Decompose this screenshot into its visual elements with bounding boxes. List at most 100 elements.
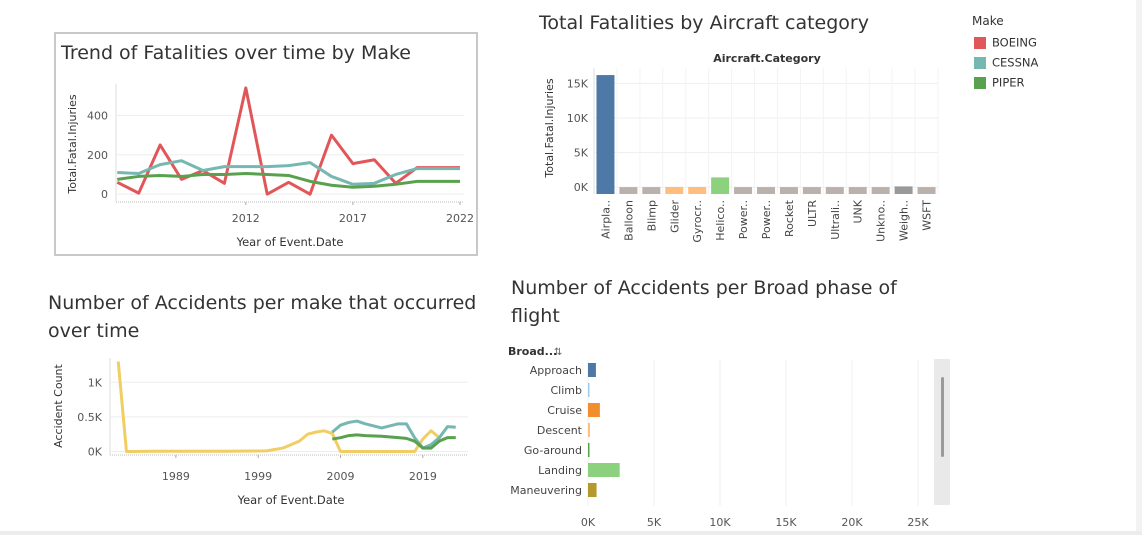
chart3-title-line1: Number of Accidents per make that occurr… bbox=[48, 292, 477, 314]
chart3-y-label: Accident Count bbox=[52, 363, 65, 447]
chart2-bar bbox=[711, 177, 730, 194]
chart4-bar bbox=[588, 443, 590, 457]
chart1-x-tick: 2017 bbox=[339, 212, 367, 225]
chart1-y-tick: 200 bbox=[87, 149, 108, 162]
chart1-x-label: Year of Event.Date bbox=[236, 235, 344, 249]
chart4-x-tick: 15K bbox=[775, 516, 797, 529]
chart2-x-tick: Helico.. bbox=[714, 200, 727, 241]
chart1-title: Trend of Fatalities over time by Make bbox=[61, 42, 411, 64]
chart3-y-tick: 0K bbox=[88, 446, 103, 459]
chart2-x-tick: Ultrali.. bbox=[829, 200, 842, 240]
chart2-x-tick: Power.. bbox=[760, 200, 773, 239]
chart3-y-tick: 0.5K bbox=[77, 411, 102, 424]
chart2-header: Aircraft.Category bbox=[713, 52, 821, 65]
accidents-by-phase-chart: Broad...⇅ 0K 5K 10K 15K 20K 25K Approach Climb Cr… bbox=[508, 345, 929, 529]
chart4-y-tick: Descent bbox=[537, 424, 583, 437]
chart3-y-tick: 1K bbox=[88, 376, 103, 389]
chart3-series-piper bbox=[332, 433, 456, 450]
chart4-bar bbox=[588, 403, 600, 417]
chart4-title-line2: flight bbox=[511, 305, 560, 327]
chart4-y-tick: Climb bbox=[551, 384, 583, 397]
chart4-y-tick: Cruise bbox=[547, 404, 582, 417]
chart1-y-tick: 400 bbox=[87, 109, 108, 122]
chart3-x-tick: 1999 bbox=[244, 470, 272, 483]
chart2-x-tick: UNK bbox=[852, 199, 865, 223]
chart4-header: Broad... bbox=[508, 345, 557, 358]
chart1-series-piper bbox=[117, 171, 460, 189]
chart4-y-tick: Landing bbox=[538, 464, 582, 477]
chart1-x-tick: 2022 bbox=[446, 212, 474, 225]
chart4-x-tick: 25K bbox=[907, 516, 929, 529]
chart4-y-tick: Go-around bbox=[524, 444, 582, 457]
fatalities-trend-panel: Trend of Fatalities over time by Make bbox=[54, 32, 478, 256]
chart2-y-tick: 15K bbox=[567, 77, 589, 90]
chart2-x-tick: Rocket bbox=[783, 199, 796, 237]
chart2-bar bbox=[848, 187, 867, 194]
chart1-y-tick: 0 bbox=[101, 188, 108, 201]
chart2-bar bbox=[894, 186, 913, 194]
chart4-sort-icon: ⇅ bbox=[554, 347, 562, 358]
chart2-bar bbox=[917, 187, 936, 194]
legend-swatch bbox=[974, 36, 986, 49]
chart4-x-tick: 20K bbox=[841, 516, 863, 529]
chart1-series-cessna bbox=[117, 159, 460, 186]
chart4-bar bbox=[588, 423, 590, 437]
chart2-x-tick: WSFT bbox=[921, 200, 934, 231]
fatalities-trend-chart: 0 200 400 2012 2017 2022 Year of Event.Date Tot… bbox=[66, 84, 474, 249]
chart2-x-tick: Weigh.. bbox=[898, 200, 911, 241]
chart2-x-tick: ULTR bbox=[806, 200, 819, 227]
legend-swatch bbox=[974, 76, 986, 89]
chart4-scrollbar[interactable] bbox=[934, 359, 950, 505]
chart2-x-tick: Airpla.. bbox=[599, 200, 612, 239]
legend-swatch bbox=[974, 56, 986, 69]
accidents-over-time-chart: 0K 0.5K 1K 1989 1999 2009 2019 Year of Event.Da… bbox=[52, 358, 468, 507]
chart4-y-tick: Maneuvering bbox=[510, 484, 582, 497]
chart2-bar bbox=[802, 187, 821, 194]
chart1-y-label: Total.Fatal.Injuries bbox=[66, 94, 79, 194]
chart4-bar bbox=[588, 383, 590, 397]
window-bottom-edge bbox=[0, 531, 1142, 535]
chart3-title-line2: over time bbox=[48, 320, 140, 342]
fatalities-by-category-chart: Aircraft.Category 0K 5K 10K 15K Total.Fatal.I… bbox=[543, 52, 939, 243]
chart4-x-tick: 5K bbox=[647, 516, 662, 529]
chart2-y-tick: 10K bbox=[567, 112, 589, 125]
chart2-y-tick: 5K bbox=[574, 147, 589, 160]
chart4-x-tick: 10K bbox=[709, 516, 731, 529]
chart2-y-label: Total.Fatal.Injuries bbox=[543, 78, 556, 178]
chart4-y-tick: Approach bbox=[530, 364, 582, 377]
window-edge bbox=[1136, 0, 1142, 535]
chart2-x-tick: Power.. bbox=[737, 200, 750, 239]
chart3-x-tick: 1989 bbox=[162, 470, 190, 483]
legend-title: Make bbox=[972, 14, 1004, 28]
chart2-bar bbox=[619, 187, 638, 194]
chart2-y-tick: 0K bbox=[574, 181, 589, 194]
chart2-bar bbox=[871, 187, 890, 194]
chart2-title: Total Fatalities by Aircraft category bbox=[539, 12, 869, 34]
chart1-x-tick: 2012 bbox=[232, 212, 260, 225]
chart3-x-tick: 2019 bbox=[409, 470, 437, 483]
legend-item-piper[interactable]: PIPER bbox=[974, 75, 1025, 90]
chart2-x-tick: Blimp bbox=[645, 200, 658, 231]
chart2-bar bbox=[642, 187, 661, 194]
legend-item-boeing[interactable]: BOEING bbox=[974, 35, 1037, 50]
chart2-x-tick: Glider bbox=[668, 200, 681, 233]
chart3-x-tick: 2009 bbox=[327, 470, 355, 483]
chart3-series-cessna bbox=[331, 419, 456, 450]
chart2-x-tick: Gyrocr.. bbox=[691, 200, 704, 243]
chart4-bar bbox=[588, 483, 597, 497]
chart2-x-tick: Unkno.. bbox=[875, 200, 888, 242]
chart2-bar bbox=[665, 187, 684, 194]
legend-item-cessna[interactable]: CESSNA bbox=[974, 55, 1038, 70]
chart2-bar bbox=[688, 187, 707, 194]
chart4-bar bbox=[588, 363, 596, 377]
chart2-bar bbox=[596, 75, 615, 194]
chart2-bar bbox=[757, 187, 775, 194]
chart4-bar bbox=[588, 463, 620, 477]
chart3-x-label: Year of Event.Date bbox=[237, 493, 345, 507]
chart2-bar bbox=[779, 187, 798, 194]
chart4-title-line1: Number of Accidents per Broad phase of bbox=[511, 277, 897, 299]
chart4-x-tick: 0K bbox=[581, 516, 596, 529]
chart2-bar bbox=[825, 187, 844, 194]
chart4-scrollbar-thumb[interactable] bbox=[941, 377, 944, 457]
chart1-series-boeing bbox=[116, 86, 460, 196]
